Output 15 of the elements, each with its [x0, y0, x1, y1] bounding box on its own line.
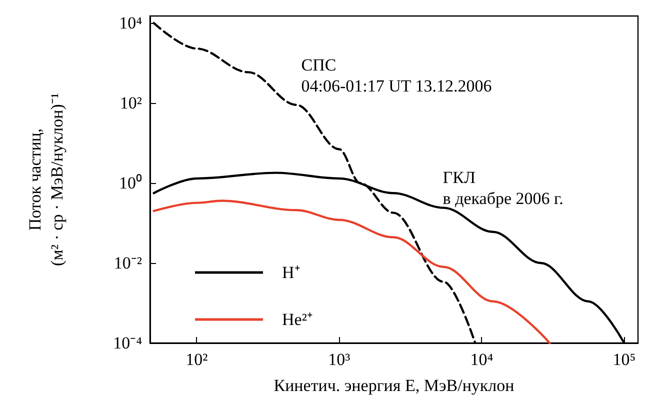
- annotation: СПС 04:06-01:17 UT 13.12.2006: [301, 56, 492, 96]
- legend-label: He²⁺: [282, 310, 313, 329]
- y-tick-label: 10⁴: [119, 14, 142, 33]
- legend-label: H⁺: [282, 263, 300, 282]
- annotation: ГКЛ в декабре 2006 г.: [442, 168, 564, 208]
- x-axis-title: Кинетич. энергия E, МэВ/нуклон: [274, 376, 514, 395]
- y-tick-label: 10⁻⁴: [113, 334, 142, 352]
- y-tick-label: 10⁰: [119, 174, 142, 193]
- x-tick-label: 10³: [328, 350, 350, 369]
- x-tick-label: 10⁵: [612, 350, 636, 369]
- y-tick-label: 10⁻²: [114, 254, 142, 273]
- x-tick-label: 10²: [186, 350, 208, 369]
- y-tick-label: 10²: [120, 94, 142, 113]
- y-axis-title: Поток частиц, (м² · ср · МэВ/нуклон)⁻¹: [26, 92, 66, 266]
- x-tick-label: 10⁴: [470, 350, 494, 369]
